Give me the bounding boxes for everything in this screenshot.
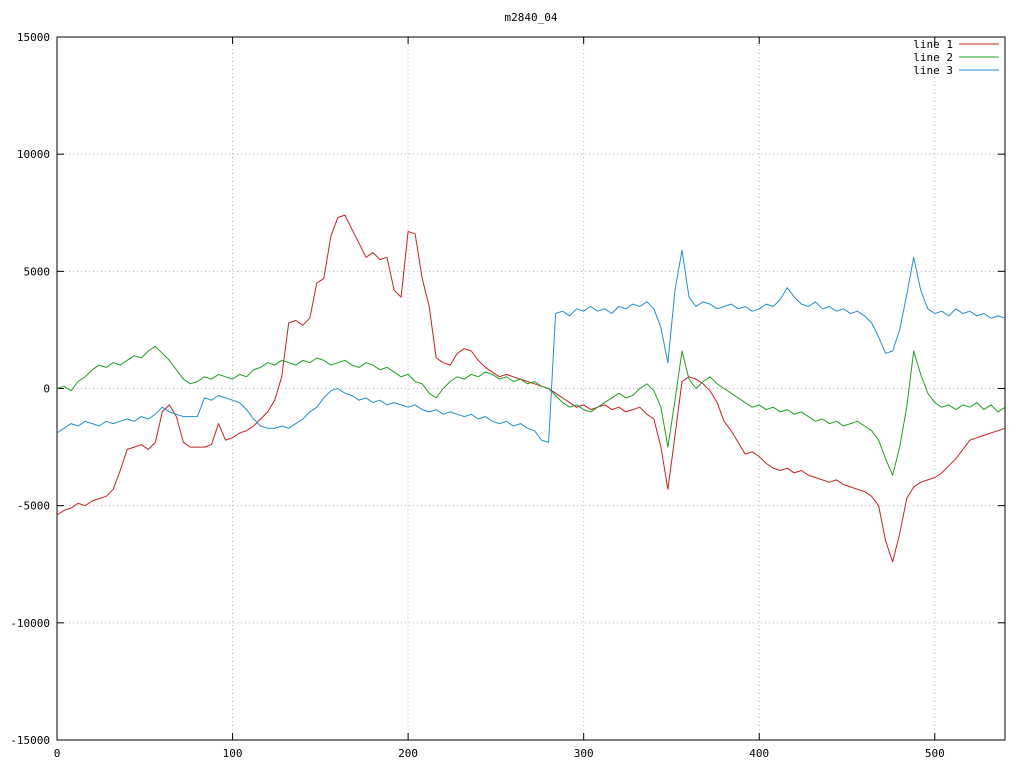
series-line-1 bbox=[56, 214, 1006, 563]
y-tick-label: 5000 bbox=[24, 265, 51, 278]
axis-tick-labels: -15000 -10000 -5000 0 5000 10000 15000 0 100 200 3… bbox=[10, 31, 944, 760]
plot-border bbox=[56, 36, 1006, 741]
series-line-3 bbox=[56, 249, 1006, 443]
data-series bbox=[56, 214, 1006, 563]
x-tick-label: 500 bbox=[925, 747, 945, 760]
x-tick-label: 100 bbox=[223, 747, 243, 760]
legend-label-line-1: line 1 bbox=[913, 38, 953, 51]
x-tick-label: 300 bbox=[574, 747, 594, 760]
x-tick-label: 200 bbox=[398, 747, 418, 760]
y-tick-label: -10000 bbox=[10, 617, 50, 630]
x-tick-label: 400 bbox=[749, 747, 769, 760]
legend-label-line-2: line 2 bbox=[913, 51, 953, 64]
y-tick-label: 0 bbox=[43, 383, 50, 396]
axes bbox=[56, 36, 1006, 741]
chart-title: m2840_04 bbox=[505, 11, 558, 24]
gridlines bbox=[56, 36, 1005, 741]
y-tick-label: 10000 bbox=[17, 148, 50, 161]
x-tick-label: 0 bbox=[54, 747, 61, 760]
series-line-2 bbox=[56, 345, 1006, 476]
y-tick-label: -15000 bbox=[10, 734, 50, 747]
y-tick-label: -5000 bbox=[17, 500, 50, 513]
legend-label-line-3: line 3 bbox=[913, 64, 953, 77]
y-tick-label: 15000 bbox=[17, 31, 50, 44]
